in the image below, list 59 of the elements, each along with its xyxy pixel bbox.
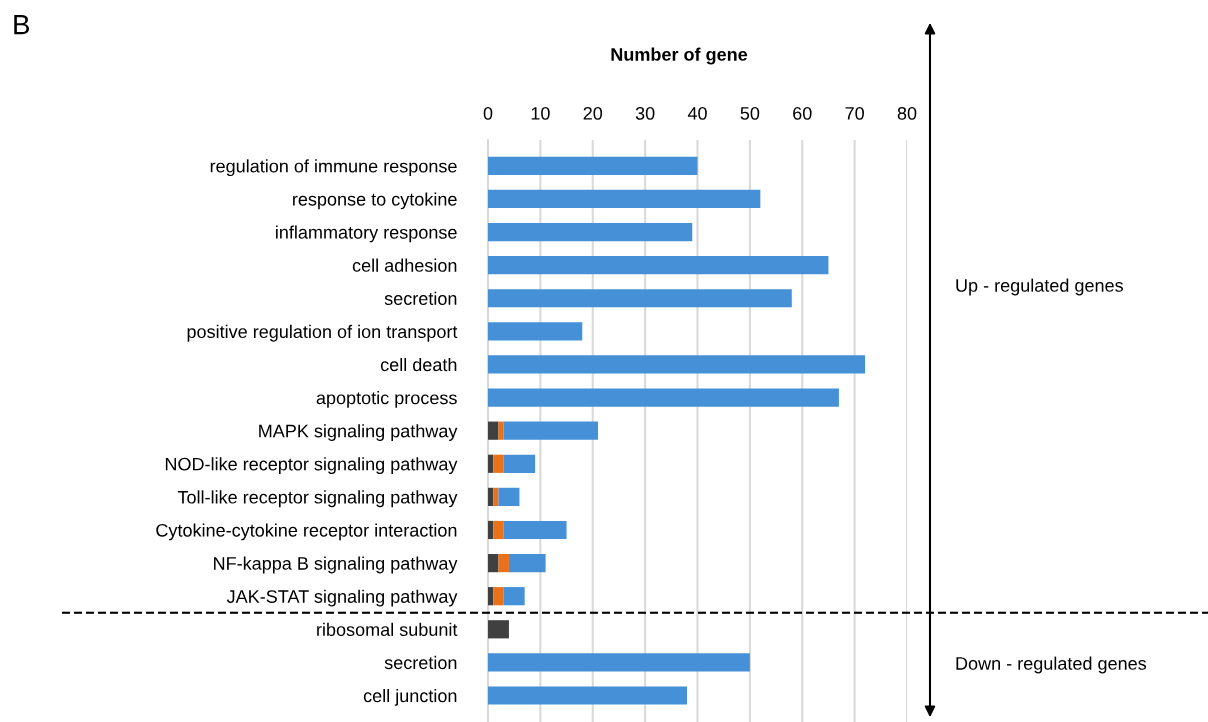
bar bbox=[488, 156, 698, 175]
chart-title: Number of gene bbox=[611, 47, 748, 65]
bar bbox=[488, 520, 494, 540]
y-tick-label: secretion bbox=[384, 655, 457, 670]
x-tick-label: 70 bbox=[845, 106, 864, 120]
y-tick-label: Toll-like receptor signaling pathway bbox=[177, 490, 458, 508]
bar bbox=[503, 520, 567, 540]
bar bbox=[508, 553, 546, 573]
bar bbox=[498, 421, 504, 440]
y-tick-label: Cytokine-cytokine receptor interaction bbox=[156, 523, 457, 541]
y-tick-label: positive regulation of ion transport bbox=[187, 324, 458, 342]
y-tick-label: regulation of immune response bbox=[210, 159, 457, 177]
x-tick-label: 10 bbox=[531, 106, 550, 120]
bar bbox=[488, 355, 866, 374]
text: Up - regulated genes bbox=[956, 278, 1123, 296]
bar bbox=[488, 421, 499, 440]
bar bbox=[503, 421, 598, 440]
bar bbox=[493, 454, 504, 473]
y-tick-label: secretion bbox=[384, 291, 457, 305]
bar bbox=[488, 454, 494, 473]
y-tick-label: cell adhesion bbox=[352, 258, 457, 272]
x-tick-label: 0 bbox=[483, 106, 493, 120]
y-tick-label: ribosomal subunit bbox=[317, 622, 458, 637]
bar bbox=[488, 289, 792, 308]
x-tick-label: 50 bbox=[740, 106, 760, 120]
bar bbox=[488, 686, 688, 705]
bar bbox=[488, 388, 839, 407]
text: Down - regulated genes bbox=[956, 656, 1147, 674]
x-tick-label: 30 bbox=[635, 106, 655, 120]
bar bbox=[493, 520, 504, 540]
bar bbox=[488, 222, 693, 242]
bar bbox=[488, 653, 750, 672]
y-tick-label: NOD-like receptor signaling pathway bbox=[165, 457, 458, 475]
y-tick-label: JAK-STAT signaling pathway bbox=[226, 589, 458, 607]
bar bbox=[488, 487, 494, 506]
bar bbox=[488, 553, 499, 573]
y-tick-label: cell junction bbox=[363, 688, 457, 706]
bar bbox=[498, 487, 520, 506]
y-tick-label: NF-kappa B signaling pathway bbox=[214, 556, 458, 574]
y-tick-label: MAPK signaling pathway bbox=[259, 424, 458, 441]
x-tick-label: 40 bbox=[687, 106, 707, 120]
text: B bbox=[14, 15, 30, 35]
bar bbox=[488, 620, 509, 639]
y-tick-label: inflammatory response bbox=[276, 225, 457, 243]
bar bbox=[488, 587, 494, 606]
y-tick-label: apoptotic process bbox=[316, 391, 457, 408]
x-tick-label: 20 bbox=[583, 106, 603, 120]
bar bbox=[493, 587, 504, 606]
bar bbox=[503, 454, 536, 473]
bar bbox=[488, 189, 761, 209]
x-tick-label: 60 bbox=[793, 106, 812, 120]
bar bbox=[493, 487, 499, 506]
y-tick-label: cell death bbox=[380, 357, 457, 372]
bar bbox=[488, 322, 583, 341]
x-tick-label: 80 bbox=[897, 106, 917, 120]
y-tick-label: response to cytokine bbox=[293, 192, 457, 210]
bar bbox=[488, 256, 829, 275]
bar bbox=[498, 553, 509, 573]
bar bbox=[503, 587, 525, 606]
